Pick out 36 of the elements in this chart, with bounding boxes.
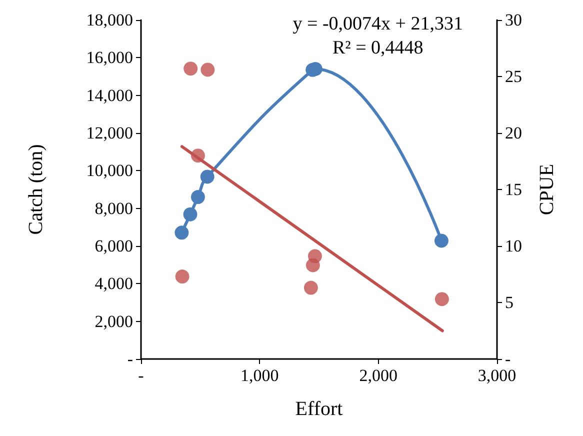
y-tick-label: 10,000 bbox=[86, 161, 133, 180]
annotation: y = -0,0074x + 21,331 R² = 0,4448 bbox=[292, 14, 464, 58]
y2-tick-label: 5 bbox=[505, 293, 514, 312]
point bbox=[200, 62, 215, 77]
y-tick-label: 4,000 bbox=[94, 274, 133, 294]
y-tick-label: 14,000 bbox=[86, 86, 133, 105]
y-tick-label: 6,000 bbox=[94, 236, 133, 256]
y2-axis-title: CPUE bbox=[536, 164, 558, 216]
point bbox=[175, 270, 190, 284]
x-tick-label: 3,000 bbox=[478, 366, 516, 385]
point bbox=[434, 292, 449, 306]
y-tick-label: 2,000 bbox=[94, 312, 133, 331]
point bbox=[183, 207, 198, 222]
y2-tick-label: 30 bbox=[505, 10, 522, 30]
point bbox=[200, 170, 214, 184]
x-tick-label: - bbox=[138, 366, 144, 385]
y2-tick-label: 20 bbox=[505, 124, 522, 142]
x-tick-label: 2,000 bbox=[359, 366, 398, 385]
point bbox=[174, 226, 189, 240]
y-tick-label: 12,000 bbox=[86, 124, 133, 142]
x-tick-label: 1,000 bbox=[240, 366, 279, 385]
point bbox=[304, 280, 318, 295]
x-axis-title: Effort bbox=[295, 398, 344, 420]
y2-tick-label: 25 bbox=[505, 67, 522, 86]
y-tick-label: - bbox=[127, 350, 134, 368]
y2-tick-label: - bbox=[505, 350, 511, 368]
y-tick-label: 16,000 bbox=[86, 48, 133, 68]
point bbox=[184, 62, 198, 76]
point bbox=[190, 190, 205, 204]
y-axis-title: Catch (ton) bbox=[25, 144, 47, 235]
point bbox=[308, 249, 322, 264]
point bbox=[434, 234, 448, 248]
y-tick-label: 18,000 bbox=[86, 10, 133, 30]
y-tick-label: 8,000 bbox=[94, 198, 133, 218]
y2-tick-label: 15 bbox=[505, 180, 522, 199]
y2-tick-label: 10 bbox=[505, 236, 522, 256]
